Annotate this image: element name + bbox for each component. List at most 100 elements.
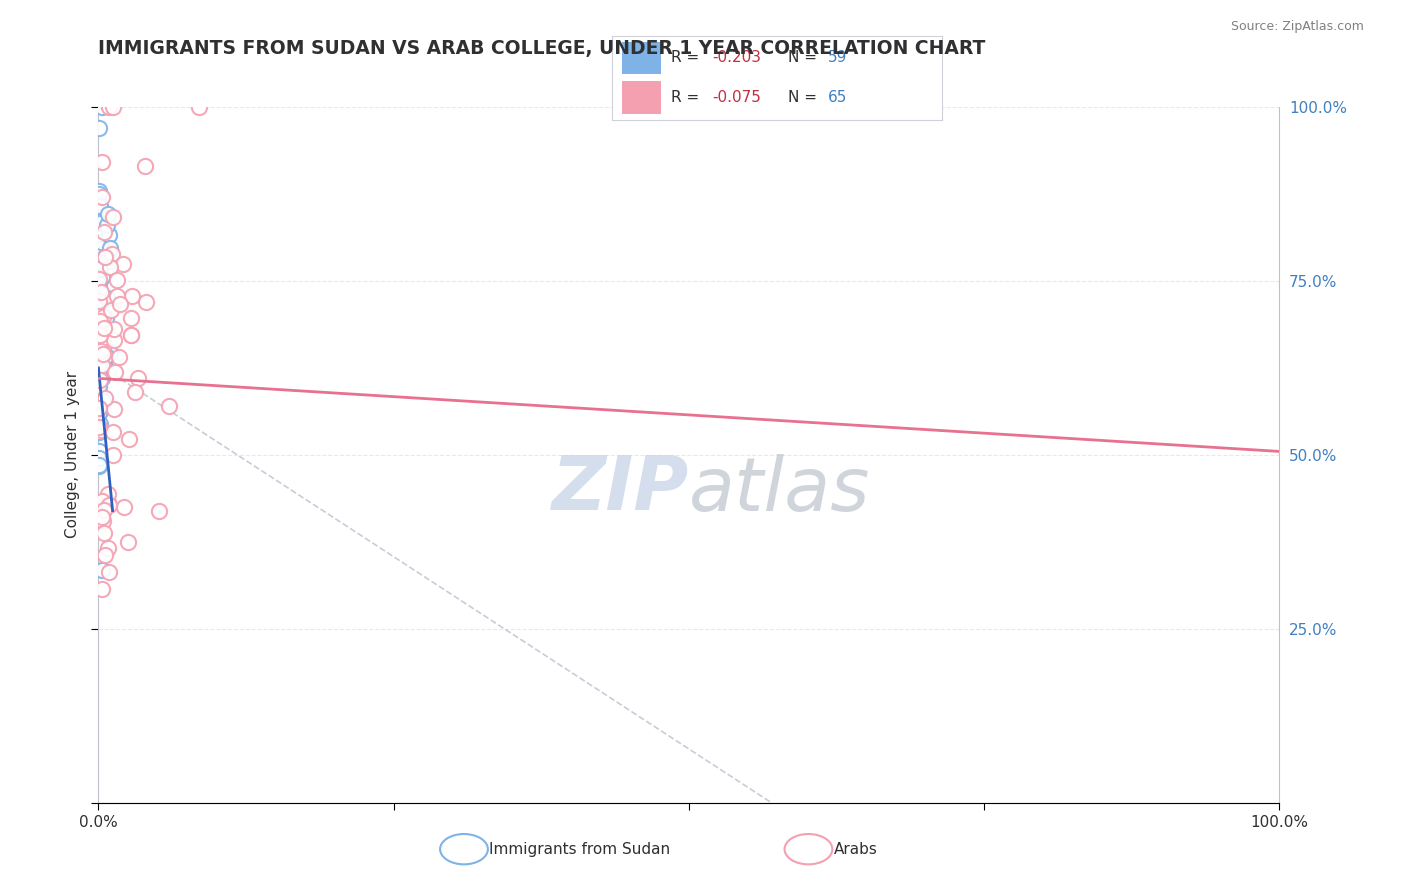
- Point: [89, 344, 111, 359]
- Point: [89, 349, 111, 363]
- Text: -0.075: -0.075: [713, 90, 761, 105]
- Point: [89, 271, 111, 285]
- FancyBboxPatch shape: [621, 42, 661, 74]
- Point: [89, 187, 111, 202]
- Point: [100, 247, 122, 261]
- Point: [104, 366, 127, 380]
- Point: [134, 159, 156, 173]
- Text: N =: N =: [789, 50, 823, 65]
- Point: [89, 417, 111, 431]
- Point: [98, 241, 121, 255]
- Point: [120, 310, 142, 325]
- Point: [87, 450, 110, 465]
- Text: ZIP: ZIP: [551, 453, 689, 526]
- Point: [90, 351, 112, 365]
- Point: [89, 459, 111, 474]
- Point: [157, 399, 180, 413]
- Point: [89, 327, 111, 342]
- Point: [90, 361, 112, 376]
- Point: [97, 207, 120, 221]
- Point: [90, 423, 112, 437]
- Text: Arabs: Arabs: [834, 842, 877, 856]
- Point: [98, 346, 121, 360]
- Point: [89, 216, 111, 230]
- Point: [94, 342, 117, 356]
- Point: [89, 373, 111, 387]
- Point: [87, 282, 110, 296]
- Point: [89, 339, 111, 353]
- Point: [120, 327, 142, 342]
- Point: [94, 391, 117, 405]
- Point: [117, 535, 139, 549]
- Point: [91, 190, 114, 204]
- Point: [87, 342, 110, 356]
- Point: [93, 356, 115, 370]
- Point: [91, 347, 114, 361]
- Text: atlas: atlas: [689, 454, 870, 525]
- Point: [90, 270, 112, 285]
- Point: [107, 350, 129, 364]
- Point: [97, 495, 120, 509]
- Point: [103, 322, 125, 336]
- Point: [87, 420, 110, 434]
- Point: [98, 100, 121, 114]
- Point: [187, 100, 209, 114]
- Point: [89, 255, 111, 269]
- Point: [96, 292, 118, 306]
- Point: [97, 228, 120, 243]
- Point: [112, 500, 135, 514]
- Point: [96, 349, 118, 363]
- Point: [97, 486, 120, 500]
- Point: [103, 333, 125, 347]
- Point: [105, 273, 128, 287]
- Point: [87, 406, 110, 420]
- Point: [90, 292, 112, 306]
- Point: [91, 341, 114, 355]
- Point: [91, 582, 114, 596]
- Point: [93, 526, 115, 541]
- Point: [89, 404, 111, 418]
- Point: [93, 310, 115, 324]
- Point: [90, 285, 112, 299]
- Point: [91, 333, 114, 347]
- Text: R =: R =: [671, 90, 704, 105]
- Point: [91, 509, 114, 524]
- Point: [93, 320, 115, 334]
- Point: [87, 444, 110, 458]
- Point: [127, 370, 149, 384]
- Point: [90, 235, 112, 249]
- Point: [91, 514, 114, 528]
- Point: [89, 198, 111, 212]
- Point: [87, 401, 110, 416]
- Point: [90, 247, 112, 261]
- Point: [91, 252, 114, 267]
- Point: [120, 327, 142, 342]
- Point: [93, 503, 115, 517]
- Point: [90, 563, 112, 577]
- Text: R =: R =: [671, 50, 704, 65]
- Point: [90, 100, 112, 114]
- Text: -0.203: -0.203: [713, 50, 762, 65]
- Point: [87, 328, 110, 343]
- Text: 65: 65: [828, 90, 848, 105]
- Point: [90, 332, 112, 346]
- Point: [108, 297, 131, 311]
- Point: [124, 384, 146, 399]
- Point: [96, 218, 118, 232]
- Point: [118, 432, 141, 446]
- Point: [97, 541, 120, 556]
- Point: [89, 120, 111, 135]
- Point: [87, 293, 110, 308]
- Point: [87, 458, 110, 472]
- Point: [90, 359, 112, 374]
- Point: [89, 300, 111, 314]
- Point: [89, 379, 111, 393]
- Point: [87, 425, 110, 439]
- Point: [111, 257, 134, 271]
- Point: [87, 402, 110, 417]
- Point: [93, 225, 115, 239]
- Point: [105, 288, 128, 302]
- Point: [93, 250, 115, 264]
- Point: [94, 549, 117, 563]
- Point: [87, 242, 110, 256]
